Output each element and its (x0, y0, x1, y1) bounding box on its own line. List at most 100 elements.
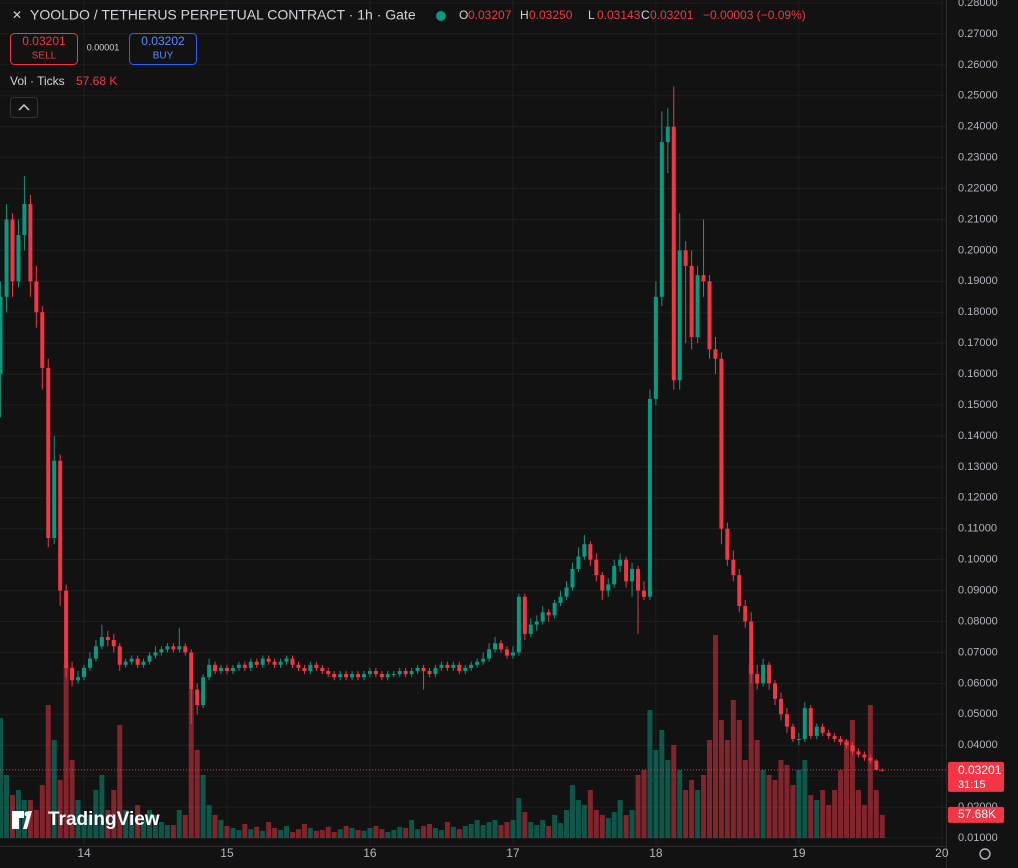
volume-bar (695, 790, 701, 838)
buy-price[interactable]: 0.03202 (141, 34, 185, 48)
candle-body (52, 460, 57, 539)
sell-button[interactable] (10, 33, 78, 65)
volume-bar (778, 760, 784, 838)
candle-body (451, 664, 456, 668)
buy-label[interactable]: BUY (153, 51, 174, 62)
volume-bar (796, 770, 802, 838)
volume-bar (754, 740, 760, 838)
symbol-icon: ✕ (12, 8, 22, 22)
volume-bar (170, 825, 176, 838)
candle-body (630, 568, 635, 582)
volume-bar (313, 830, 319, 838)
volume-bar (820, 790, 826, 838)
legend-value: 0.03143 (597, 8, 641, 22)
volume-bar (27, 800, 33, 838)
volume-bar (736, 720, 742, 838)
volume-bar (391, 830, 397, 838)
volume-bar (450, 826, 456, 838)
volume-bar (504, 822, 510, 838)
buy-button[interactable] (129, 33, 197, 65)
candle-body (582, 544, 587, 557)
candle-body (16, 234, 21, 282)
last-volume-label: 57.68K (958, 807, 996, 821)
volume-bar (701, 775, 707, 838)
volume-bar (671, 745, 677, 838)
collapse-button[interactable] (10, 97, 38, 118)
candle-body (594, 559, 599, 576)
candle-body (540, 612, 545, 622)
sell-label[interactable]: SELL (32, 51, 57, 62)
candle-body (391, 674, 396, 676)
sell-price[interactable]: 0.03201 (22, 34, 66, 48)
settings-icon[interactable] (979, 848, 991, 860)
volume-bar (81, 815, 87, 838)
volume-bar (623, 815, 629, 838)
volume-bar (760, 770, 766, 838)
volume-bar (57, 780, 63, 838)
volume-bar (141, 820, 147, 838)
candle-body (34, 281, 39, 313)
candle-body (719, 358, 724, 529)
y-tick-label: 0.19000 (958, 275, 998, 287)
candle-body (522, 596, 527, 634)
candle-body (856, 751, 861, 755)
y-tick-label: 0.24000 (958, 121, 998, 133)
volume-bar (254, 826, 260, 838)
volume-legend-value: 57.68 K (76, 74, 117, 88)
candle-body (302, 667, 307, 671)
candle-body (46, 367, 51, 539)
candle-body (546, 612, 551, 616)
y-tick-label: 0.20000 (958, 244, 998, 256)
candle-body (862, 754, 867, 758)
candle-body (308, 664, 313, 671)
candle-body (713, 349, 718, 359)
volume-bar (385, 832, 391, 838)
candle-body (796, 739, 801, 741)
candle-body (361, 674, 366, 678)
candle-body (105, 636, 110, 641)
y-tick-label: 0.11000 (958, 523, 997, 535)
candle-body (117, 646, 122, 665)
candle-body (254, 661, 259, 665)
symbol-title[interactable]: YOOLDO / TETHERUS PERPETUAL CONTRACT · 1… (30, 7, 416, 23)
y-tick-label: 0.04000 (958, 739, 998, 751)
candle-body (737, 575, 742, 607)
candle-body (469, 664, 474, 668)
candle-body (487, 649, 492, 659)
volume-bar (75, 800, 81, 838)
volume-bar (403, 828, 409, 838)
volume-bar (158, 822, 164, 838)
candle-body (266, 658, 271, 662)
volume-bar (242, 824, 248, 838)
y-tick-label: 0.27000 (958, 28, 998, 40)
candle-body (93, 646, 98, 659)
y-tick-label: 0.28000 (958, 0, 998, 9)
legend-key: H (520, 8, 529, 22)
candle-body (320, 667, 325, 671)
volume-bar (766, 775, 772, 838)
candle-body (70, 667, 75, 681)
candle-body (326, 671, 331, 675)
candle-body (284, 658, 289, 662)
volume-bar (808, 795, 814, 838)
candle-body (427, 671, 432, 675)
candle-body (784, 714, 789, 727)
candle-body (4, 219, 9, 297)
volume-bar (397, 826, 403, 838)
volume-bar (873, 790, 879, 838)
volume-bar (0, 718, 4, 838)
candle-body (808, 708, 813, 736)
volume-bar (182, 815, 188, 838)
y-tick-label: 0.06000 (958, 677, 998, 689)
candle-body (183, 646, 188, 653)
volume-bar (611, 812, 617, 838)
volume-bar (659, 730, 665, 838)
volume-bar (301, 824, 307, 838)
volume-bar (152, 815, 158, 838)
volume-bar (421, 826, 427, 838)
x-tick-label: 15 (220, 846, 234, 860)
candle-body (356, 674, 361, 678)
last-price-box (948, 761, 1004, 792)
candle-body (636, 568, 641, 591)
y-tick-label: 0.10000 (958, 554, 998, 566)
